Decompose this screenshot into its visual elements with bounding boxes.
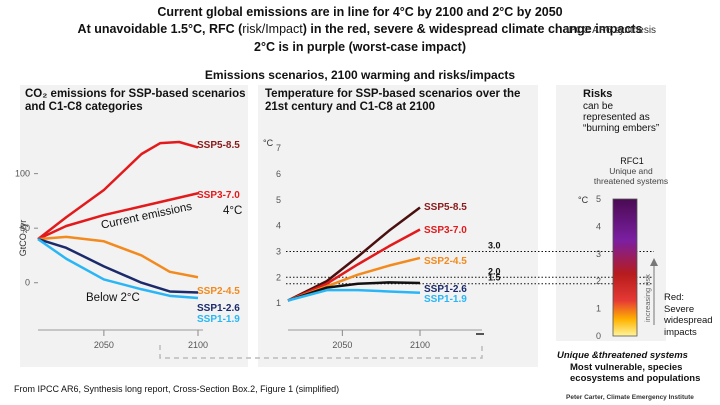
ember-y-tick-1: 1 <box>596 304 601 314</box>
x-tick-label-2050: 2050 <box>94 340 114 350</box>
ember-y-tick-3: 3 <box>596 249 601 259</box>
temp-unit-label: °C <box>263 138 274 148</box>
temperature-title: Temperature for SSP-based scenarios over… <box>265 88 521 113</box>
overlap-label: IPCC AR6 synthesis <box>566 25 657 36</box>
credit-note: Peter Carter, Climate Emergency Institut… <box>566 394 694 401</box>
risk-panel <box>556 85 666 341</box>
ember-y-tick-4: 4 <box>596 221 601 231</box>
temp-series-ssp3-7-0-label: SSP3-7.0 <box>424 225 467 236</box>
ember-y-tick-5: 5 <box>596 194 601 204</box>
temp-y-tick-7: 7 <box>276 143 281 153</box>
x-tick-label-2100: 2100 <box>188 340 208 350</box>
series-ssp2-4-5-label: SSP2-4.5 <box>197 286 240 297</box>
ember-y-tick-0: 0 <box>596 331 601 341</box>
temp-y-tick-4: 4 <box>276 221 281 231</box>
temp-series-ssp1-2-6-line <box>287 281 421 302</box>
temp-series-ssp1-2-6-label: SSP1-2.6 <box>424 284 467 295</box>
rfc-label: RFC1 <box>620 156 644 166</box>
burning-ember-bar <box>612 198 638 337</box>
ref-label-3-0: 3.0 <box>488 240 501 250</box>
temp-x-tick-label-2100: 2100 <box>410 340 430 350</box>
ref-label-2-0: 2.0 <box>488 266 501 276</box>
y-tick-label-0: 0 <box>25 278 30 288</box>
unique-systems-desc: Most vulnerable, species ecosystems and p… <box>570 362 701 384</box>
ember-unit-label: °C <box>578 195 589 205</box>
series-ssp5-8-5-label: SSP5-8.5 <box>197 140 240 151</box>
temp-y-tick-5: 5 <box>276 195 281 205</box>
ember-y-tick-2: 2 <box>596 276 601 286</box>
ref-label-1-5: 1.5 <box>488 273 501 283</box>
series-ssp1-1-9-label: SSP1-1.9 <box>197 314 240 325</box>
emissions-panel <box>20 85 248 367</box>
headline-line-2: At unavoidable 1.5°C, RFC (risk/Impact) … <box>77 22 643 36</box>
unique-systems-title: Unique &threatened systems <box>557 350 688 361</box>
four-degree-label: 4°C <box>223 205 243 217</box>
temp-series-ssp3-7-0-line <box>287 228 421 302</box>
series-ssp1-2-6-label: SSP1-2.6 <box>197 303 240 314</box>
temp-series-ssp1-1-9-label: SSP1-1.9 <box>424 294 467 305</box>
temp-series-ssp1-1-9-line <box>287 288 421 302</box>
temp-y-tick-6: 6 <box>276 169 281 179</box>
y-tick-label-50: 50 <box>20 223 30 233</box>
series-ssp1-1-9-line <box>37 238 199 300</box>
temp-series-ssp5-8-5-line <box>287 206 421 302</box>
series-ssp1-2-6-line <box>37 237 199 294</box>
red-impacts-note: Red: Severe widespread impacts <box>664 292 713 338</box>
risk-subtitle: can be represented as “burning embers” <box>583 101 660 134</box>
risk-chart: 0 1 2 3 4 5 °C increasing risk <box>578 194 658 341</box>
series-ssp3-7-0-line <box>37 192 199 241</box>
risk-axis-label: increasing risk <box>643 274 652 322</box>
series-ssp3-7-0-label: SSP3-7.0 <box>197 190 240 201</box>
series-ssp5-8-5-line <box>37 140 199 241</box>
section-title: Emissions scenarios, 2100 warming and ri… <box>204 68 516 82</box>
risk-title: Risks <box>583 88 613 100</box>
temperature-panel <box>258 85 538 367</box>
risk-arrow-head <box>650 258 658 266</box>
y-axis-label: GtCO₂/yr <box>18 220 28 257</box>
temp-x-tick-label-2050: 2050 <box>332 340 352 350</box>
temp-y-tick-3: 3 <box>276 246 281 256</box>
emissions-title: CO₂ emissions for SSP-based scenarios an… <box>25 88 246 113</box>
y-tick-label-100: 100 <box>15 169 30 179</box>
series-ssp2-4-5-line <box>37 235 199 279</box>
rfc-subtitle: Unique and threatened systems <box>593 166 669 186</box>
temp-series-ssp2-4-5-label: SSP2-4.5 <box>424 256 467 267</box>
temp-series-ssp5-8-5-label: SSP5-8.5 <box>424 202 467 213</box>
headline-line-1: Current global emissions are in line for… <box>157 5 563 19</box>
bracket-dashed <box>159 345 483 359</box>
temp-y-tick-2: 2 <box>276 272 281 282</box>
below-two-label: Below 2°C <box>86 292 140 304</box>
temp-end-marker <box>476 333 484 335</box>
temp-y-tick-1: 1 <box>276 298 281 308</box>
emissions-chart: 0 50 100 GtCO₂/yr 2050 2100 SSP5-8.5 SSP3-7.0 SS… <box>15 140 240 350</box>
headline-line-3: 2°C is in purple (worst-case impact) <box>254 40 466 54</box>
source-note: From IPCC AR6, Synthesis long report, Cr… <box>14 384 340 394</box>
